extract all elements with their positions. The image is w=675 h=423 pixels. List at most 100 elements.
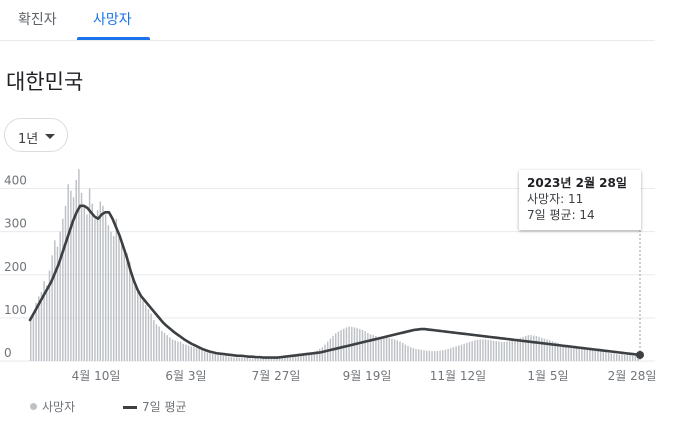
bar (388, 338, 390, 361)
bar (431, 351, 433, 361)
legend-average-label: 7일 평균 (142, 400, 187, 414)
bar (447, 348, 449, 361)
bar (158, 326, 160, 361)
bar (337, 331, 340, 361)
bar (559, 343, 562, 361)
bar (273, 358, 275, 361)
bar (535, 336, 538, 361)
x-tick-label: 9월 19일 (343, 369, 392, 383)
bar (112, 235, 115, 361)
bar (137, 292, 139, 361)
bar (458, 345, 460, 361)
bar (538, 336, 540, 361)
bar (190, 346, 192, 361)
bar (428, 350, 431, 361)
bar (436, 351, 439, 361)
bar (425, 350, 428, 361)
bar (439, 350, 441, 361)
bar (343, 328, 345, 361)
bar (385, 337, 388, 361)
bar (527, 335, 530, 361)
bar (193, 347, 195, 361)
bar (91, 203, 94, 361)
range-dropdown[interactable]: 1년 (4, 118, 68, 152)
y-tick-label: 300 (4, 217, 27, 231)
bar (623, 354, 626, 361)
bar (420, 349, 423, 361)
bar (377, 336, 380, 361)
bar (262, 358, 265, 361)
bar (308, 352, 310, 361)
bar (557, 342, 559, 361)
bar (487, 339, 489, 361)
bar (99, 201, 102, 361)
bar (340, 329, 342, 361)
bar (530, 335, 532, 361)
bar (163, 332, 166, 361)
bar (206, 352, 209, 361)
bar (40, 292, 43, 361)
bar (211, 354, 214, 361)
bar (463, 343, 465, 361)
bar (147, 309, 150, 361)
bar (594, 350, 596, 361)
bar (48, 270, 51, 361)
bar (59, 231, 61, 361)
bar (551, 341, 554, 361)
bar (407, 345, 409, 361)
bar (543, 338, 546, 361)
bar (433, 351, 436, 361)
bar (155, 324, 158, 361)
bar (383, 337, 385, 361)
bar (401, 342, 404, 361)
bar (516, 338, 519, 361)
bar (110, 231, 112, 361)
bar (318, 348, 321, 361)
bar (305, 353, 308, 361)
bar (62, 218, 64, 361)
x-tick-label: 1월 5일 (527, 369, 568, 383)
bar (225, 355, 227, 361)
bar (75, 179, 77, 361)
bar (546, 339, 548, 361)
bar (415, 348, 417, 361)
bar (375, 336, 377, 361)
bar (607, 352, 610, 361)
bar (359, 329, 361, 361)
bar (86, 214, 88, 361)
bar (380, 337, 382, 361)
bar (134, 285, 136, 361)
bar (409, 347, 412, 361)
bar (179, 341, 182, 361)
bar (187, 345, 190, 361)
bar (460, 344, 463, 361)
bar (161, 330, 163, 361)
bar (634, 355, 637, 361)
bar (599, 351, 602, 361)
bar (468, 342, 471, 361)
bar (583, 348, 586, 361)
tooltip-date: 2023년 2월 28일 (527, 176, 627, 190)
x-tick-label: 4월 10일 (72, 369, 121, 383)
bar (618, 354, 621, 361)
tab-deaths[interactable]: 사망자 (93, 12, 132, 28)
bar (123, 248, 126, 361)
bar (549, 340, 551, 361)
bar (444, 349, 447, 361)
bar (201, 350, 203, 361)
bar (35, 302, 37, 361)
bar (511, 340, 514, 361)
caret-down-icon (45, 134, 55, 139)
bar (335, 333, 337, 361)
bar (230, 357, 233, 361)
bar (610, 353, 613, 361)
tab-confirmed[interactable]: 확진자 (18, 12, 57, 28)
bar (302, 353, 305, 361)
bar (139, 294, 142, 361)
bar (241, 357, 243, 361)
bar (597, 351, 599, 361)
bar (126, 253, 128, 361)
bar (203, 351, 206, 361)
bar (567, 346, 570, 361)
tooltip-average: 7일 평균: 14 (527, 208, 595, 222)
